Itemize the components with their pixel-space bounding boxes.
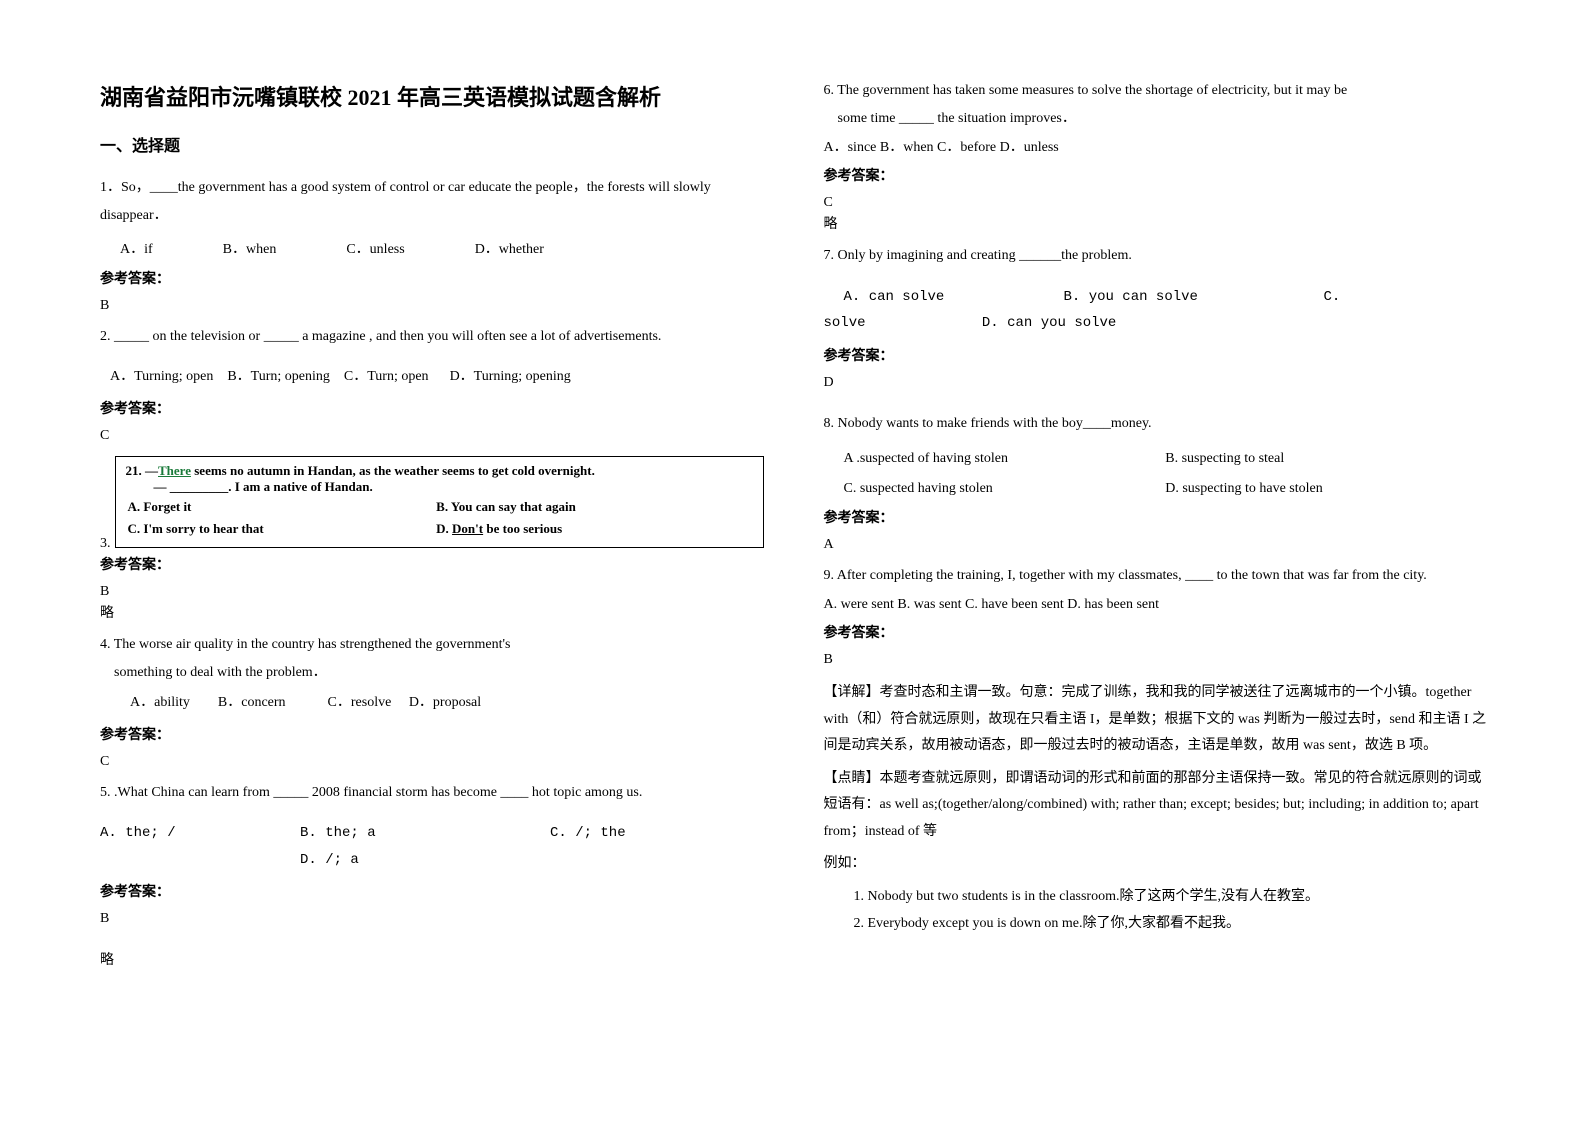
q4-text2: something to deal with the problem． (100, 662, 764, 684)
q9-example2: 2. Everybody except you is down on me.除了… (824, 911, 1488, 938)
left-column: 湖南省益阳市沅嘴镇联校 2021 年高三英语模拟试题含解析 一、选择题 1．So… (100, 80, 764, 981)
q3-optA: A. Forget it (128, 497, 435, 517)
q9-explain1: 【详解】考查时态和主谓一致。句意：完成了训练，我和我的同学被送往了远离城市的一个… (824, 680, 1488, 760)
q1-optA: A．if (120, 238, 153, 258)
q7-optC-label: C. (1324, 284, 1341, 311)
q6-answer-label: 参考答案： (824, 165, 1488, 185)
q5-answer: B (100, 911, 764, 927)
q7-answer: D (824, 375, 1488, 391)
q1-optC: C．unless (346, 238, 404, 258)
q4-optD: D．proposal (409, 695, 481, 710)
q7-optA: A. can solve (844, 284, 1064, 311)
q7-answer-label: 参考答案： (824, 345, 1488, 365)
q3-line2: — _________. I am a native of Handan. (126, 479, 753, 495)
q1-answer: B (100, 298, 764, 314)
q6-answer: C (824, 195, 1488, 211)
q7-optD: D. can you solve (982, 315, 1116, 331)
q8-text: 8. Nobody wants to make friends with the… (824, 413, 1488, 435)
q4-optA: A．ability (130, 695, 190, 710)
q9-example1: 1. Nobody but two students is in the cla… (824, 884, 1488, 911)
q7-optB: B. you can solve (1064, 284, 1324, 311)
q1-optB: B．when (223, 238, 277, 258)
q4-options: A．ability B．concern C．resolve D．proposal (100, 690, 764, 715)
q3-line1-rest: seems no autumn in Handan, as the weathe… (191, 463, 595, 478)
q5-optA: A. the; / (100, 820, 300, 847)
q4-answer: C (100, 754, 764, 770)
q5-answer-label: 参考答案： (100, 881, 764, 901)
q3-answer: B (100, 584, 764, 600)
q3-note: 略 (100, 602, 764, 622)
q3-optC: C. I'm sorry to hear that (128, 519, 435, 539)
right-column: 6. The government has taken some measure… (824, 80, 1488, 981)
q5-optC: C. /; the (550, 820, 626, 847)
q8-answer: A (824, 537, 1488, 553)
q2-optB: B．Turn; opening (227, 369, 330, 384)
q7-text: 7. Only by imagining and creating ______… (824, 245, 1488, 267)
q5-optD: D. /; a (100, 847, 764, 874)
q5-options: A. the; / B. the; a C. /; the D. /; a (100, 820, 764, 873)
q4-text: 4. The worse air quality in the country … (100, 634, 764, 656)
q9-example-label: 例如： (824, 851, 1488, 878)
q6-text2: some time _____ the situation improves． (824, 108, 1488, 130)
q7-optC-text: solve (824, 310, 974, 337)
q2-options: A．Turning; open B．Turn; opening C．Turn; … (100, 364, 764, 389)
q6-options: A．since B．when C．before D．unless (824, 137, 1488, 159)
q8-answer-label: 参考答案： (824, 507, 1488, 527)
q3-optD-rest: be too serious (483, 521, 562, 536)
q5-note: 略 (100, 949, 764, 969)
q9-answer: B (824, 652, 1488, 668)
q4-optB: B．concern (218, 695, 286, 710)
q6-text: 6. The government has taken some measure… (824, 80, 1488, 102)
q9-answer-label: 参考答案： (824, 622, 1488, 642)
q8-options: A .suspected of having stolen B. suspect… (824, 451, 1488, 497)
q9-options: A. were sent B. was sent C. have been se… (824, 594, 1488, 616)
q8-optC: C. suspected having stolen (844, 481, 1166, 497)
q3-optB: B. You can say that again (436, 497, 750, 517)
main-title: 湖南省益阳市沅嘴镇联校 2021 年高三英语模拟试题含解析 (100, 80, 764, 112)
q3-num: 3. (100, 536, 111, 552)
q8-optA: A .suspected of having stolen (844, 451, 1166, 467)
q2-answer-label: 参考答案： (100, 398, 764, 418)
q3-line1-prefix: 21. — (126, 463, 159, 478)
q9-explain2: 【点睛】本题考查就远原则，即谓语动词的形式和前面的那部分主语保持一致。常见的符合… (824, 766, 1488, 846)
q5-text: 5. .What China can learn from _____ 2008… (100, 782, 764, 804)
q2-text: 2. _____ on the television or _____ a ma… (100, 326, 764, 348)
q1-options: A．if B．when C．unless D．whether (100, 238, 764, 258)
q2-answer: C (100, 428, 764, 444)
q3-optD-prefix: D. (436, 521, 452, 536)
q2-optA: A．Turning; open (110, 369, 213, 384)
q2-optC: C．Turn; open (344, 369, 429, 384)
q2-optD: D．Turning; opening (450, 369, 571, 384)
q4-answer-label: 参考答案： (100, 724, 764, 744)
q6-note: 略 (824, 213, 1488, 233)
q1-optD: D．whether (475, 238, 544, 258)
section-title: 一、选择题 (100, 132, 764, 156)
q7-options: A. can solve B. you can solve C. solve D… (824, 284, 1488, 337)
q3-box: 21. —There seems no autumn in Handan, as… (115, 456, 764, 548)
q4-optC: C．resolve (328, 695, 392, 710)
q5-optB: B. the; a (300, 820, 550, 847)
q8-optB: B. suspecting to steal (1165, 451, 1487, 467)
q3-answer-label: 参考答案： (100, 554, 764, 574)
q1-answer-label: 参考答案： (100, 268, 764, 288)
q3-line1-underline: There (158, 463, 191, 478)
q9-text: 9. After completing the training, I, tog… (824, 565, 1488, 587)
q1-text: 1．So，____the government has a good syste… (100, 174, 764, 230)
q3-optD-underline: Don't (452, 521, 483, 536)
q8-optD: D. suspecting to have stolen (1165, 481, 1487, 497)
